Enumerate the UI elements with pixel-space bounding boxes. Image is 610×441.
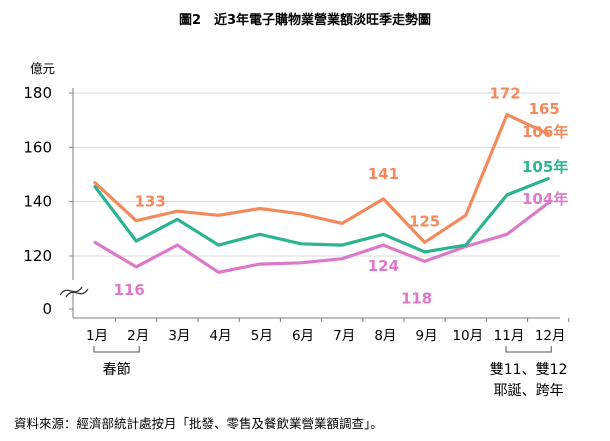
data-label: 118 (401, 289, 432, 307)
x-tick-label: 4月 (210, 328, 232, 344)
data-label: 141 (368, 165, 399, 183)
y-axis-unit-label: 億元 (30, 61, 55, 76)
data-label: 125 (409, 212, 440, 230)
data-label: 172 (489, 85, 520, 103)
y-tick-labels: 180 160 140 120 0 (23, 84, 73, 318)
x-tick-label: 7月 (333, 328, 355, 344)
y-tick-label: 180 (23, 84, 52, 102)
data-label: 165 (529, 100, 560, 118)
annotation-bracket (505, 346, 552, 353)
series-line-105年 (93, 177, 550, 254)
x-tick-label: 5月 (251, 328, 273, 344)
series-name-label: 104年 (522, 190, 568, 208)
data-label: 116 (114, 281, 145, 299)
x-tick-label: 12月 (535, 328, 566, 344)
axis-break-mark (58, 280, 98, 298)
series-line-106年 (93, 113, 550, 244)
x-tick-label: 11月 (494, 328, 525, 344)
y-tick-label: 120 (23, 247, 52, 265)
series-end-labels: 106年 105年 104年 (522, 123, 568, 208)
y-tick-label: 140 (23, 193, 52, 211)
series-line-104年 (93, 201, 550, 274)
annotation-text: 春節 (103, 361, 131, 378)
y-tick-label: 160 (23, 138, 52, 156)
x-tick-label: 3月 (168, 328, 190, 344)
chart-title: 圖2 近3年電子購物業營業額淡旺季走勢圖 (179, 12, 431, 28)
season-annotations: 春節 雙11、雙12 耶誕、跨年 (93, 346, 568, 399)
y-tick-label: 0 (42, 300, 52, 318)
annotation-text: 雙11、雙12 (490, 362, 568, 378)
x-tick-label: 1月 (86, 328, 108, 344)
gridlines (73, 92, 560, 257)
annotation-bracket (93, 346, 140, 353)
series-name-label: 106年 (522, 123, 568, 141)
x-tick-label: 6月 (292, 328, 314, 344)
x-tick-label: 2月 (127, 328, 149, 344)
source-note: 資料來源：經濟部統計處按月「批發、零售及餐飲業營業額調查」。 (14, 416, 383, 431)
series-name-label: 105年 (522, 158, 568, 176)
x-tick-label: 9月 (416, 328, 438, 344)
x-tick-labels: 1月 2月 3月 4月 5月 6月 7月 8月 9月 10月 11月 12月 (86, 318, 570, 344)
data-label: 124 (368, 257, 399, 275)
x-tick-label: 8月 (374, 328, 396, 344)
annotation-text: 耶誕、跨年 (494, 383, 564, 399)
x-tick-label: 10月 (452, 328, 483, 344)
series-layer (93, 113, 550, 274)
data-label: 133 (135, 193, 166, 211)
